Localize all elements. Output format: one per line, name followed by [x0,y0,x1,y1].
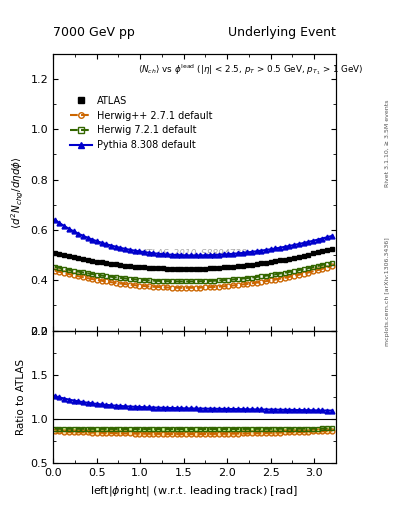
Herwig 7.2.1 default [52,264,57,270]
Pythia 8.308 default [146,250,151,256]
Herwig 7.2.1 default [123,275,128,282]
Text: Rivet 3.1.10, ≥ 3.5M events: Rivet 3.1.10, ≥ 3.5M events [385,100,390,187]
Text: Underlying Event: Underlying Event [228,27,336,39]
ATLAS [184,266,189,272]
ATLAS [99,259,104,265]
Herwig++ 2.7.1 default [146,283,151,289]
Y-axis label: Ratio to ATLAS: Ratio to ATLAS [16,359,26,435]
Line: ATLAS: ATLAS [52,246,334,271]
Herwig++ 2.7.1 default [132,282,137,288]
ATLAS [146,265,151,271]
ATLAS [329,246,334,252]
Herwig++ 2.7.1 default [99,278,104,284]
Herwig++ 2.7.1 default [123,281,128,287]
ATLAS [132,264,137,270]
Legend: ATLAS, Herwig++ 2.7.1 default, Herwig 7.2.1 default, Pythia 8.308 default: ATLAS, Herwig++ 2.7.1 default, Herwig 7.… [66,92,216,154]
ATLAS [141,264,146,270]
Text: $\langle N_{ch}\rangle$ vs $\phi^{\rm lead}$ ($|\eta|$ < 2.5, $p_T$ > 0.5 GeV, $: $\langle N_{ch}\rangle$ vs $\phi^{\rm le… [138,62,364,77]
Line: Herwig 7.2.1 default: Herwig 7.2.1 default [52,260,334,284]
Herwig 7.2.1 default [132,276,137,282]
Pythia 8.308 default [99,240,104,246]
X-axis label: left|$\phi$right| (w.r.t. leading track) [rad]: left|$\phi$right| (w.r.t. leading track)… [90,484,299,498]
Herwig 7.2.1 default [231,276,235,283]
Text: ATLAS_2010_S8894728: ATLAS_2010_S8894728 [141,248,248,258]
Pythia 8.308 default [231,251,235,257]
ATLAS [52,250,57,256]
Y-axis label: $\langle d^2 N_{chg}/d\eta d\phi \rangle$: $\langle d^2 N_{chg}/d\eta d\phi \rangle… [10,156,26,228]
Pythia 8.308 default [132,248,137,254]
Pythia 8.308 default [329,233,334,239]
Pythia 8.308 default [52,217,57,223]
Pythia 8.308 default [141,249,146,255]
Herwig++ 2.7.1 default [184,285,189,291]
Line: Pythia 8.308 default: Pythia 8.308 default [52,218,334,258]
ATLAS [231,264,235,270]
Herwig 7.2.1 default [146,278,151,284]
ATLAS [123,263,128,269]
Herwig 7.2.1 default [184,279,189,285]
Herwig++ 2.7.1 default [52,268,57,274]
Line: Herwig++ 2.7.1 default: Herwig++ 2.7.1 default [52,264,334,290]
Text: 7000 GeV pp: 7000 GeV pp [53,27,135,39]
Herwig 7.2.1 default [329,260,334,266]
Pythia 8.308 default [193,252,198,259]
Pythia 8.308 default [123,246,128,252]
Herwig 7.2.1 default [141,277,146,283]
Text: mcplots.cern.ch [arXiv:1306.3436]: mcplots.cern.ch [arXiv:1306.3436] [385,238,390,346]
Herwig++ 2.7.1 default [141,283,146,289]
Herwig++ 2.7.1 default [329,263,334,269]
Herwig++ 2.7.1 default [231,283,235,289]
Herwig 7.2.1 default [99,272,104,279]
